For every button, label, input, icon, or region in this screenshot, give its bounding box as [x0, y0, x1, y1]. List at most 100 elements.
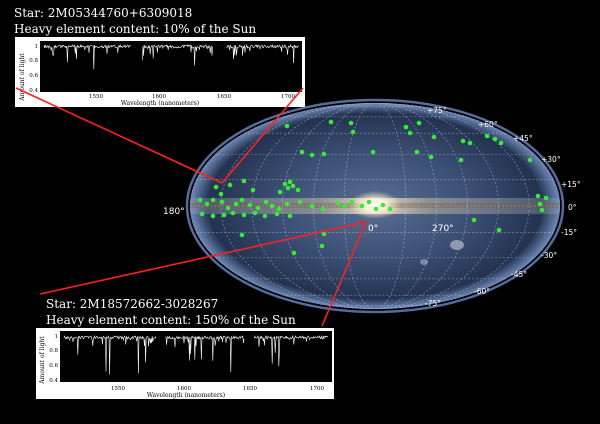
- lat-label-p30: +30°: [541, 155, 561, 164]
- star-marker: [458, 157, 464, 163]
- milky-way-band: [190, 198, 560, 214]
- ylabel-2: Amount of light: [39, 336, 46, 385]
- star-marker: [309, 152, 315, 158]
- star-marker: [295, 187, 301, 193]
- star-marker: [471, 217, 477, 223]
- star-marker: [359, 203, 365, 209]
- star-marker: [467, 140, 473, 146]
- spectrum-1-trace: [43, 43, 300, 70]
- star-marker: [204, 201, 210, 207]
- lat-label-p60: +60°: [478, 120, 498, 129]
- lon-label-0: 0°: [368, 224, 378, 234]
- grid-meridian: [313, 103, 437, 309]
- star-marker: [213, 184, 219, 190]
- star-marker: [290, 183, 296, 189]
- star-marker: [321, 231, 327, 237]
- xtick-1-c: 1650: [217, 94, 231, 100]
- star-marker: [241, 178, 247, 184]
- star-marker: [328, 119, 334, 125]
- small-magellanic-cloud: [420, 259, 428, 265]
- pointer-lines: [15, 87, 367, 327]
- star-marker: [197, 197, 203, 203]
- lat-label-0: 0°: [568, 203, 577, 212]
- xlabel-2: Wavelength (nanometers): [147, 392, 225, 399]
- grid-meridian: [220, 103, 530, 309]
- star-markers: [197, 119, 549, 256]
- star-marker: [218, 191, 224, 197]
- ytick-1-a: 1: [35, 44, 39, 50]
- lat-label-m15: -15°: [561, 228, 577, 237]
- star-marker: [380, 202, 386, 208]
- star-marker: [431, 134, 437, 140]
- star-marker: [277, 189, 283, 195]
- lat-label-p45: +45°: [513, 134, 533, 143]
- star-marker: [210, 213, 216, 219]
- star-marker: [350, 129, 356, 135]
- lat-label-p75: +75°: [427, 106, 447, 115]
- star-marker: [335, 200, 341, 206]
- star-marker: [527, 157, 533, 163]
- star-marker: [230, 210, 236, 216]
- spectrum-panel-1: Amount of light 1 0.8 0.6 0.4 1550 1600 …: [15, 37, 305, 107]
- star-marker: [321, 151, 327, 157]
- star-marker: [537, 201, 543, 207]
- star-marker: [414, 149, 420, 155]
- star-marker: [210, 197, 216, 203]
- xtick-2-b: 1600: [177, 386, 191, 392]
- xtick-1-d: 1700: [281, 94, 295, 100]
- star-marker: [199, 211, 205, 217]
- star-marker: [416, 120, 422, 126]
- star-marker: [320, 206, 326, 212]
- lat-label-m75: -75°: [425, 299, 441, 308]
- lat-label-p15: +15°: [561, 180, 581, 189]
- star-marker: [269, 203, 275, 209]
- star-marker: [309, 203, 315, 209]
- star-marker: [460, 138, 466, 144]
- sky-ellipse-glow: [185, 98, 565, 314]
- spectrum-2-trace: [63, 334, 329, 375]
- sky-ellipse: [190, 103, 560, 309]
- star-marker: [274, 211, 280, 217]
- large-magellanic-cloud: [450, 240, 464, 250]
- star-marker: [319, 243, 325, 249]
- star-marker: [225, 205, 231, 211]
- star-marker: [484, 133, 490, 139]
- star2-name: Star: 2M18572662-3028267: [46, 297, 219, 311]
- grid-meridian: [251, 103, 499, 309]
- star-marker: [373, 206, 379, 212]
- star-marker: [407, 130, 413, 136]
- star-marker: [285, 185, 291, 191]
- star-marker: [233, 201, 239, 207]
- ytick-1-c: 0.6: [29, 73, 38, 79]
- ytick-2-d: 0.4: [49, 378, 58, 384]
- star-marker: [239, 197, 245, 203]
- star-marker: [276, 206, 282, 212]
- star-marker: [227, 182, 233, 188]
- star-marker: [498, 140, 504, 146]
- xtick-2-d: 1700: [310, 386, 324, 392]
- spectrum-1: Amount of light 1 0.8 0.6 0.4 1550 1600 …: [19, 41, 302, 107]
- star-marker: [539, 207, 545, 213]
- star-marker: [287, 179, 293, 185]
- star1-name: Star: 2M05344760+6309018: [14, 6, 193, 20]
- star-marker: [291, 250, 297, 256]
- star-marker: [221, 212, 227, 218]
- star-marker: [241, 212, 247, 218]
- xlabel-1: Wavelength (nanometers): [121, 100, 199, 107]
- star-marker: [342, 203, 348, 209]
- star-marker: [255, 205, 261, 211]
- ytick-1-d: 0.4: [29, 88, 38, 94]
- ylabel-1: Amount of light: [19, 53, 26, 102]
- ytick-1-b: 0.8: [29, 58, 38, 64]
- lat-label-m30: -30°: [541, 251, 557, 260]
- spectrum-2: Amount of light 1 0.8 0.6 0.4 1550 1600 …: [39, 331, 332, 399]
- star-marker: [496, 227, 502, 233]
- ytick-2-a: 1: [55, 334, 59, 340]
- galactic-core: [349, 191, 401, 219]
- star-marker: [428, 154, 434, 160]
- spectrum-panel-2: Amount of light 1 0.8 0.6 0.4 1550 1600 …: [36, 328, 334, 399]
- star-marker: [403, 124, 409, 130]
- star-marker: [284, 123, 290, 129]
- star-marker: [287, 213, 293, 219]
- pointer-line-star2-b: [321, 221, 367, 327]
